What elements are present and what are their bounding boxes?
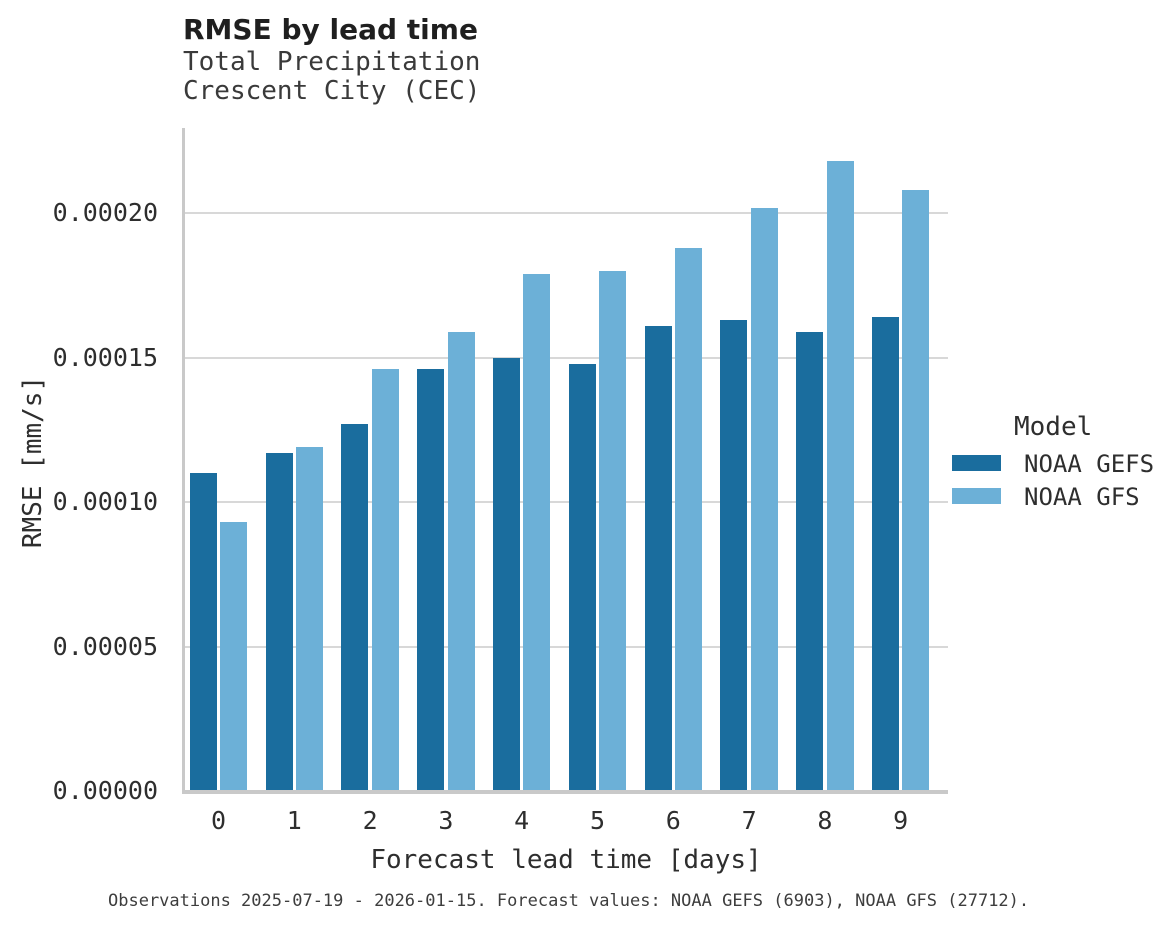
x-tick-label: 9 (893, 806, 909, 835)
y-tick-label: 0.00010 (52, 487, 158, 517)
bar-noaa-gefs-day-9 (871, 317, 899, 791)
bar-noaa-gefs-day-6 (644, 326, 672, 791)
x-tick-label: 1 (286, 806, 302, 835)
gridline-0.00005 (184, 645, 948, 648)
subtitle-variable: Total Precipitation (183, 47, 481, 77)
x-tick-label: 3 (438, 806, 454, 835)
y-tick-label: 0.00015 (52, 342, 158, 372)
bar-noaa-gfs-day-1 (296, 447, 324, 791)
bar-noaa-gfs-day-2 (371, 369, 399, 791)
x-axis-label: Forecast lead time [days] (370, 845, 762, 875)
legend-label: NOAA GEFS (1024, 450, 1155, 478)
bar-noaa-gfs-day-5 (599, 271, 627, 791)
bar-noaa-gfs-day-7 (750, 207, 778, 791)
y-axis-spine (182, 128, 185, 794)
bar-noaa-gefs-day-0 (189, 473, 217, 791)
bar-noaa-gefs-day-5 (568, 363, 596, 791)
legend-title: Model (1014, 412, 1093, 442)
y-axis-label: RMSE [mm/s] (18, 375, 48, 549)
bar-noaa-gfs-day-6 (675, 248, 703, 791)
y-tick-label: 0.00005 (52, 631, 158, 661)
footer-note: Observations 2025-07-19 - 2026-01-15. Fo… (108, 891, 1030, 911)
bar-noaa-gefs-day-7 (720, 320, 748, 791)
chart-subtitle: Total Precipitation Crescent City (CEC) (183, 48, 480, 106)
legend-swatch-noaa-gefs (952, 455, 1001, 471)
subtitle-location: Crescent City (CEC) (183, 76, 481, 106)
legend-swatch-noaa-gfs (952, 488, 1001, 504)
gridline-0.00010 (184, 501, 948, 504)
x-tick-label: 8 (817, 806, 833, 835)
bar-noaa-gfs-day-3 (447, 331, 475, 791)
x-tick-label: 6 (665, 806, 681, 835)
bar-noaa-gfs-day-9 (902, 190, 930, 791)
bar-noaa-gefs-day-8 (796, 331, 824, 791)
y-tick-label: 0.00000 (52, 776, 158, 805)
x-tick-label: 2 (362, 806, 378, 835)
gridline-0.00015 (184, 356, 948, 359)
legend-label: NOAA GFS (1024, 483, 1140, 511)
y-tick-label: 0.00020 (52, 198, 158, 228)
gridline-0.00020 (184, 212, 948, 215)
x-axis-spine (182, 790, 948, 794)
bar-noaa-gfs-day-8 (826, 161, 854, 791)
x-tick-label: 0 (210, 806, 227, 835)
x-tick-label: 7 (741, 806, 757, 835)
bar-noaa-gefs-day-4 (492, 357, 520, 791)
x-tick-label: 5 (589, 806, 606, 835)
bar-noaa-gefs-day-2 (341, 424, 369, 791)
x-tick-label: 4 (514, 806, 530, 835)
chart-title: RMSE by lead time (183, 13, 478, 46)
bar-noaa-gefs-day-1 (265, 453, 293, 791)
bar-noaa-gefs-day-3 (417, 369, 445, 791)
bar-noaa-gfs-day-0 (220, 522, 248, 791)
bar-noaa-gfs-day-4 (523, 274, 551, 791)
